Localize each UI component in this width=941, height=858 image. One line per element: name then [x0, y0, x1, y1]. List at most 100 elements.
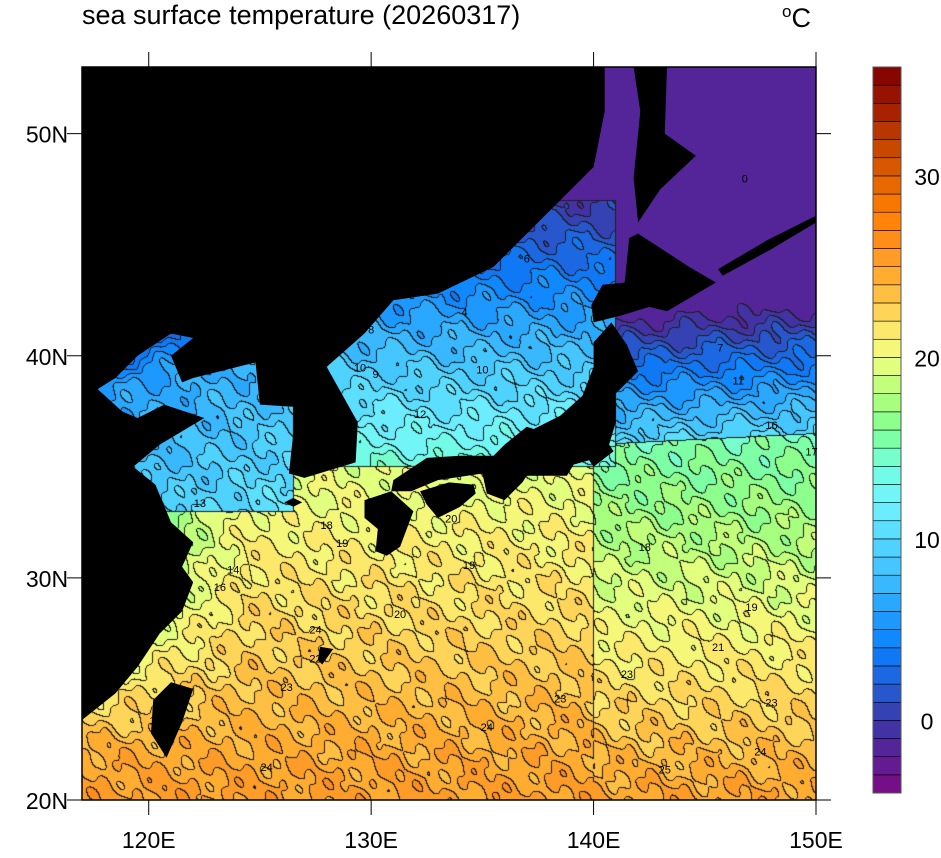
- contour-label: 8: [368, 325, 374, 337]
- contour-label: 10: [354, 362, 366, 374]
- colorbar-bin: [872, 556, 902, 576]
- colorbar-bin: [872, 103, 902, 122]
- asia-mainland-land: [82, 67, 605, 720]
- colorbar-bin: [872, 520, 902, 540]
- colorbar-bin: [872, 193, 902, 213]
- contour-label: 10: [476, 365, 488, 377]
- contour-label: 23: [765, 698, 777, 710]
- contour-label: 20: [394, 609, 406, 621]
- colorbar-frame: [872, 66, 902, 794]
- contour-label: 24: [260, 762, 272, 774]
- contour-label: 13: [194, 498, 206, 510]
- colorbar-bin: [872, 701, 902, 721]
- colorbar-bin: [872, 393, 902, 413]
- colorbar-bin: [872, 175, 902, 195]
- contour-label: 9: [373, 369, 379, 381]
- colorbar-bin: [872, 574, 902, 594]
- y-tick-label: 40N: [26, 344, 68, 370]
- colorbar-bin: [872, 139, 902, 159]
- contour-label: 16: [214, 582, 226, 594]
- units-letter: C: [791, 3, 811, 33]
- colorbar-bin: [872, 84, 902, 104]
- contour-label: 18: [321, 520, 333, 532]
- colorbar-bin: [872, 683, 902, 703]
- colorbar-bin: [872, 266, 902, 286]
- y-tick-label: 50N: [26, 122, 68, 148]
- contour-label: 21: [712, 642, 724, 654]
- colorbar-label: 20: [914, 345, 940, 371]
- contour-label: 19: [463, 560, 475, 572]
- contour-label: 23: [281, 682, 293, 694]
- colorbar-bin: [872, 66, 902, 86]
- colorbar-bin: [872, 302, 902, 322]
- x-tick-label: 120E: [122, 827, 176, 853]
- contour-label: 23: [554, 693, 566, 705]
- taiwan-land: [151, 682, 194, 758]
- x-tick-label: 150E: [789, 827, 843, 853]
- colorbar-bin: [872, 429, 902, 449]
- colorbar-bin: [872, 211, 902, 231]
- contour-label: 24: [481, 722, 493, 734]
- chart-title: sea surface temperature (20260317): [82, 0, 521, 30]
- colorbar-bin: [872, 774, 902, 794]
- kyushu-land: [364, 491, 414, 556]
- contour-label: 6: [524, 253, 530, 265]
- okinawa-land: [317, 646, 334, 665]
- x-tick-label: 140E: [567, 827, 621, 853]
- kuril-islands-land: [718, 215, 816, 276]
- contour-label: 12: [414, 409, 426, 421]
- colorbar-bin: [872, 230, 902, 249]
- y-tick-label: 20N: [26, 788, 68, 814]
- contour-label: 17: [805, 447, 817, 459]
- contour-label: 14: [227, 564, 239, 576]
- colorbar-bin: [872, 248, 902, 267]
- colorbar-bin: [872, 447, 902, 467]
- colorbar-bin: [872, 647, 902, 667]
- contour-label: 3: [484, 247, 490, 259]
- colorbar-bin: [872, 411, 902, 431]
- contour-label: 23: [621, 669, 633, 681]
- contour-label: 18: [639, 542, 651, 554]
- contour-label: 19: [149, 715, 161, 727]
- contour-label: 0: [742, 174, 748, 186]
- colorbar-bin: [872, 157, 902, 177]
- degree-symbol: o: [782, 2, 792, 21]
- honshu-land: [391, 322, 639, 501]
- contour-label: 16: [765, 420, 777, 432]
- contour-label: 25: [659, 764, 671, 776]
- contour-label: 24: [309, 624, 321, 636]
- contour-label: 19: [745, 602, 757, 614]
- colorbar-label: 0: [921, 708, 934, 734]
- contour-label: 24: [754, 747, 766, 759]
- contour-label: 4: [462, 307, 468, 319]
- colorbar-bin: [872, 756, 902, 776]
- colorbar-bin: [872, 738, 902, 757]
- contour-label: 11: [732, 376, 743, 388]
- colorbar-bin: [872, 629, 902, 649]
- colorbar-bin: [872, 665, 902, 685]
- colorbar-label: 10: [914, 527, 940, 553]
- map-frame: [81, 66, 817, 801]
- colorbar-bin: [872, 538, 902, 558]
- contour-label: 18: [583, 451, 595, 463]
- sakhalin-land: [633, 67, 696, 223]
- contour-label: 19: [336, 538, 348, 550]
- colorbar-bin: [872, 375, 902, 394]
- contour-label: 7: [717, 342, 723, 354]
- colorbar-bin: [872, 284, 902, 304]
- colorbar-bin: [872, 484, 902, 503]
- colorbar-bin: [872, 121, 902, 140]
- y-tick-label: 30N: [26, 566, 68, 592]
- colorbar-bin: [872, 593, 902, 612]
- colorbar-bin: [872, 502, 902, 522]
- shikoku-land: [420, 482, 476, 518]
- units-label: oC: [782, 2, 811, 34]
- colorbar-bin: [872, 611, 902, 630]
- colorbar-bin: [872, 338, 902, 358]
- colorbar-bin: [872, 357, 902, 376]
- x-tick-label: 130E: [344, 827, 398, 853]
- colorbar-bin: [872, 320, 902, 340]
- contour-label: 20: [445, 513, 457, 525]
- colorbar-bin: [872, 720, 902, 739]
